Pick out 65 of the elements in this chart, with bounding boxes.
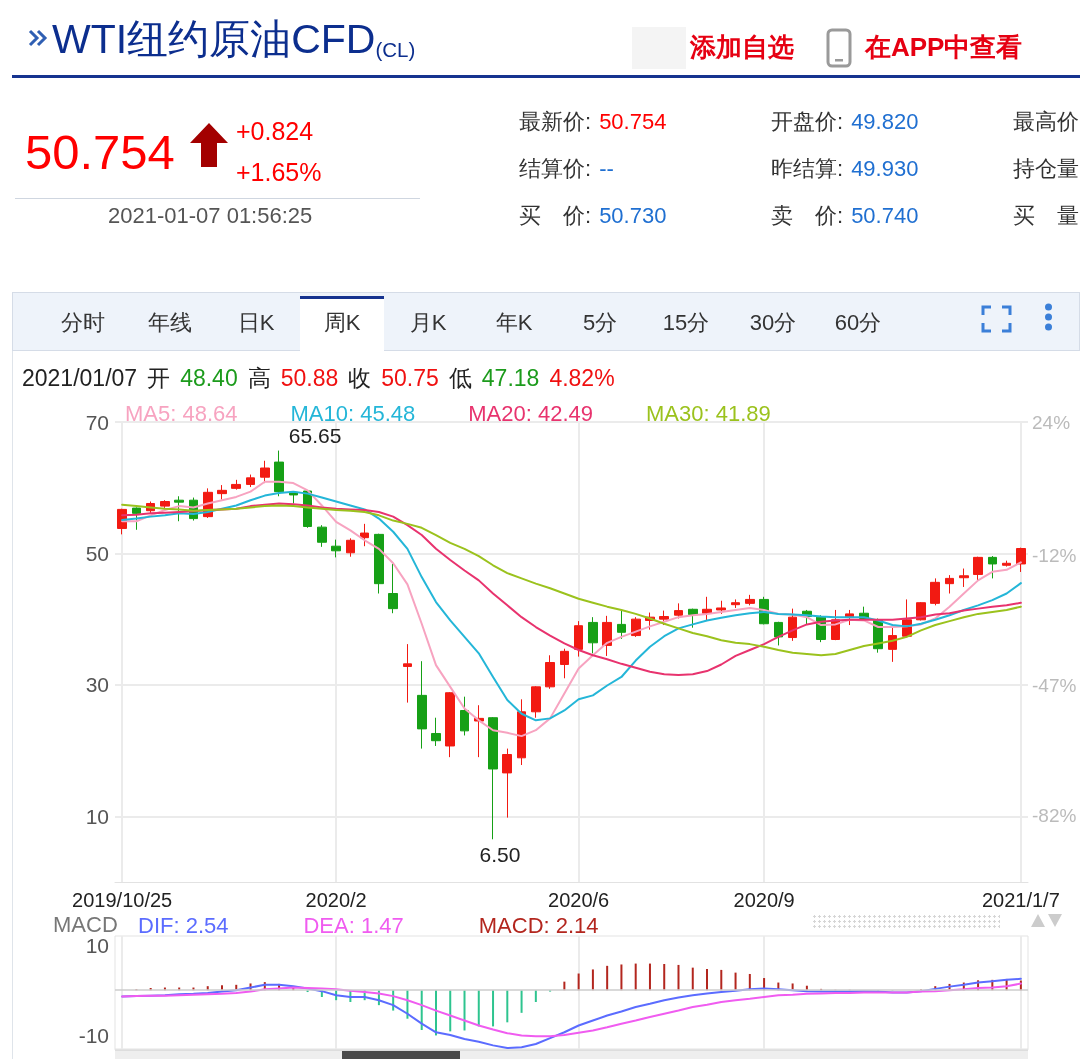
text: 60分 xyxy=(833,310,883,336)
y-tick-label: 30 xyxy=(85,673,109,697)
x-tick-label: 2020/2 xyxy=(305,889,367,911)
text: 日K xyxy=(236,310,276,336)
text: DIF: 2.54 xyxy=(138,912,229,938)
text: +0.824 xyxy=(236,116,314,145)
text: 在APP中查看 xyxy=(865,32,1023,62)
text: MA30: 41.89 xyxy=(646,400,771,426)
y2-tick-label: 24% xyxy=(1032,411,1071,433)
annotation: 65.65 xyxy=(288,423,342,447)
text: 最新价: xyxy=(519,109,592,134)
text: 48.40 xyxy=(180,365,238,391)
text: 分时 xyxy=(60,310,106,336)
text: 最高价 xyxy=(1013,109,1079,134)
text: 50.75 xyxy=(381,365,439,391)
text: 2021/01/07 xyxy=(22,365,138,391)
text: 50.754 xyxy=(599,109,667,134)
y2-tick-label: -82% xyxy=(1032,804,1077,826)
text: 50.740 xyxy=(851,203,919,228)
text: MA20: 42.49 xyxy=(468,400,594,426)
text: +1.65% xyxy=(236,157,322,186)
text: 50.88 xyxy=(280,365,339,391)
series-label: MACD: 2.14 xyxy=(478,912,599,938)
text: 30分 xyxy=(748,310,798,336)
y2-tick-label: -12% xyxy=(1032,545,1077,567)
text: 年线 xyxy=(147,310,193,336)
text: 47.18 xyxy=(481,365,540,391)
text: 开盘价: xyxy=(771,109,844,134)
text: 高 xyxy=(247,365,271,391)
text: 买 量 xyxy=(1013,203,1079,228)
text: 卖 价: xyxy=(771,203,844,228)
text: 50.754 xyxy=(25,124,175,179)
y-tick-label: -10 xyxy=(78,1023,109,1047)
x-tick-label: 2020/9 xyxy=(733,889,795,911)
text: 收 xyxy=(348,365,372,391)
text: 持仓量 xyxy=(1013,156,1079,181)
text: 49.820 xyxy=(851,109,919,134)
text: -- xyxy=(599,156,614,181)
text: WTI纽约原油CFD$_{(CL)}$ xyxy=(52,15,416,63)
text: 49.930 xyxy=(851,156,919,181)
y-tick-label: 10 xyxy=(85,804,109,828)
text: 结算价: xyxy=(519,156,592,181)
text: 50.730 xyxy=(599,203,667,228)
text: 15分 xyxy=(661,310,711,336)
text: 2021-01-07 01:56:25 xyxy=(108,203,313,228)
text: 月K xyxy=(408,310,448,336)
text: 周K xyxy=(322,310,362,336)
text: 4.82% xyxy=(549,365,615,391)
text: 买 价: xyxy=(519,203,592,228)
text: 添加自选 xyxy=(690,32,794,62)
text: DEA: 1.47 xyxy=(303,912,404,938)
y2-tick-label: -47% xyxy=(1032,674,1077,696)
text: 低 xyxy=(448,365,472,391)
y-tick-label: 70 xyxy=(85,410,109,434)
text: 5分 xyxy=(581,310,619,336)
text: MA10: 45.48 xyxy=(290,400,416,426)
x-tick-label: 2019/10/25 xyxy=(72,889,173,911)
text: 年K xyxy=(494,310,534,336)
x-tick-label: 2021/1/7 xyxy=(981,889,1060,911)
text: MA5: 48.64 xyxy=(125,400,238,426)
annotation: 6.50 xyxy=(479,843,521,867)
x-tick-label: 2020/6 xyxy=(548,889,610,911)
y-tick-label: 50 xyxy=(85,541,109,565)
text: 昨结算: xyxy=(771,156,844,181)
text: 开 xyxy=(147,365,171,391)
